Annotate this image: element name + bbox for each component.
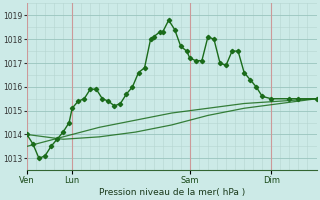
X-axis label: Pression niveau de la mer( hPa ): Pression niveau de la mer( hPa ) — [99, 188, 245, 197]
